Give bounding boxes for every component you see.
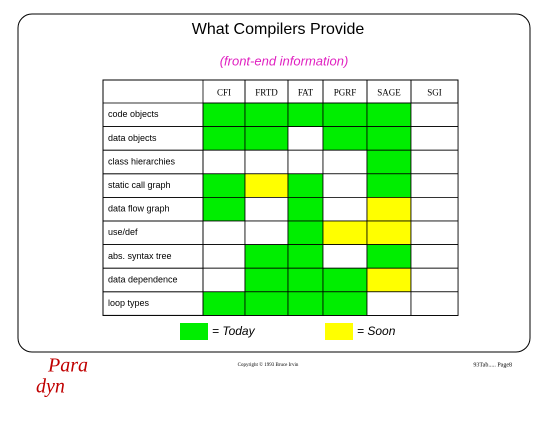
legend-swatch (325, 323, 353, 340)
cell (244, 220, 289, 246)
cell (366, 220, 412, 246)
cell (410, 173, 459, 198)
cell (287, 196, 324, 222)
cell (244, 291, 289, 316)
row-label: loop types (108, 298, 150, 308)
cell (366, 267, 412, 293)
cell (410, 244, 459, 269)
page-number: 93Tab..... Page8 (473, 362, 512, 368)
row-label: abs. syntax tree (108, 251, 172, 261)
cell (366, 196, 412, 222)
subtitle: (front-end information) (220, 53, 349, 68)
cell (322, 173, 368, 198)
cell (202, 291, 246, 316)
cell (322, 220, 368, 246)
cell (244, 173, 289, 198)
slide-frame (17, 13, 531, 353)
cell (287, 126, 324, 151)
cell (287, 149, 324, 175)
column-header: PGRF (334, 88, 357, 98)
cell (410, 220, 459, 246)
row-label: class hierarchies (108, 156, 176, 166)
cell (366, 173, 412, 198)
cell (244, 196, 289, 222)
cell (410, 102, 459, 128)
cell (202, 220, 246, 246)
title: What Compilers Provide (192, 21, 365, 38)
cell (202, 102, 246, 128)
column-header: FRTD (255, 88, 278, 98)
cell (202, 196, 246, 222)
cell (287, 173, 324, 198)
cell (322, 291, 368, 316)
logo-bottom: dyn (36, 376, 65, 398)
cell (410, 267, 459, 293)
legend-label: = Soon (357, 324, 396, 338)
cell (202, 267, 246, 293)
cell (322, 102, 368, 128)
row-label: use/def (108, 227, 138, 237)
cell (202, 244, 246, 269)
cell (244, 267, 289, 293)
cell (366, 244, 412, 269)
cell (244, 102, 289, 128)
cell (366, 126, 412, 151)
cell (366, 149, 412, 175)
cell (202, 149, 246, 175)
cell (366, 102, 412, 128)
logo-top: Para (47, 355, 88, 377)
legend-swatch (180, 323, 208, 340)
cell (287, 220, 324, 246)
cell (410, 291, 459, 316)
header-cell (410, 79, 459, 104)
legend-label: = Today (212, 324, 256, 338)
row-label: code objects (108, 109, 159, 119)
cell (410, 196, 459, 222)
cell (322, 244, 368, 269)
copyright: Copyright © 1993 Bruce Irvin (238, 362, 299, 368)
row-label-cell (102, 291, 204, 316)
cell (202, 126, 246, 151)
row-label: data flow graph (108, 204, 170, 214)
column-header: FAT (298, 88, 314, 98)
cell (244, 244, 289, 269)
cell (410, 126, 459, 151)
cell (322, 126, 368, 151)
cell (287, 291, 324, 316)
row-label: data dependence (108, 274, 178, 284)
row-label: data objects (108, 133, 157, 143)
column-header: SAGE (377, 88, 401, 98)
cell (287, 244, 324, 269)
cell (287, 102, 324, 128)
column-header: CFI (217, 88, 231, 98)
cell (322, 267, 368, 293)
cell (287, 267, 324, 293)
row-label: static call graph (108, 180, 171, 190)
cell (366, 291, 412, 316)
cell (244, 149, 289, 175)
cell (322, 149, 368, 175)
legend: = Today = Soon (180, 323, 396, 340)
cell (244, 126, 289, 151)
column-header: SGI (427, 88, 442, 98)
cell (410, 149, 459, 175)
cell (202, 173, 246, 198)
table: code objects data objects class hierarchie… (102, 79, 459, 316)
cell (322, 196, 368, 222)
